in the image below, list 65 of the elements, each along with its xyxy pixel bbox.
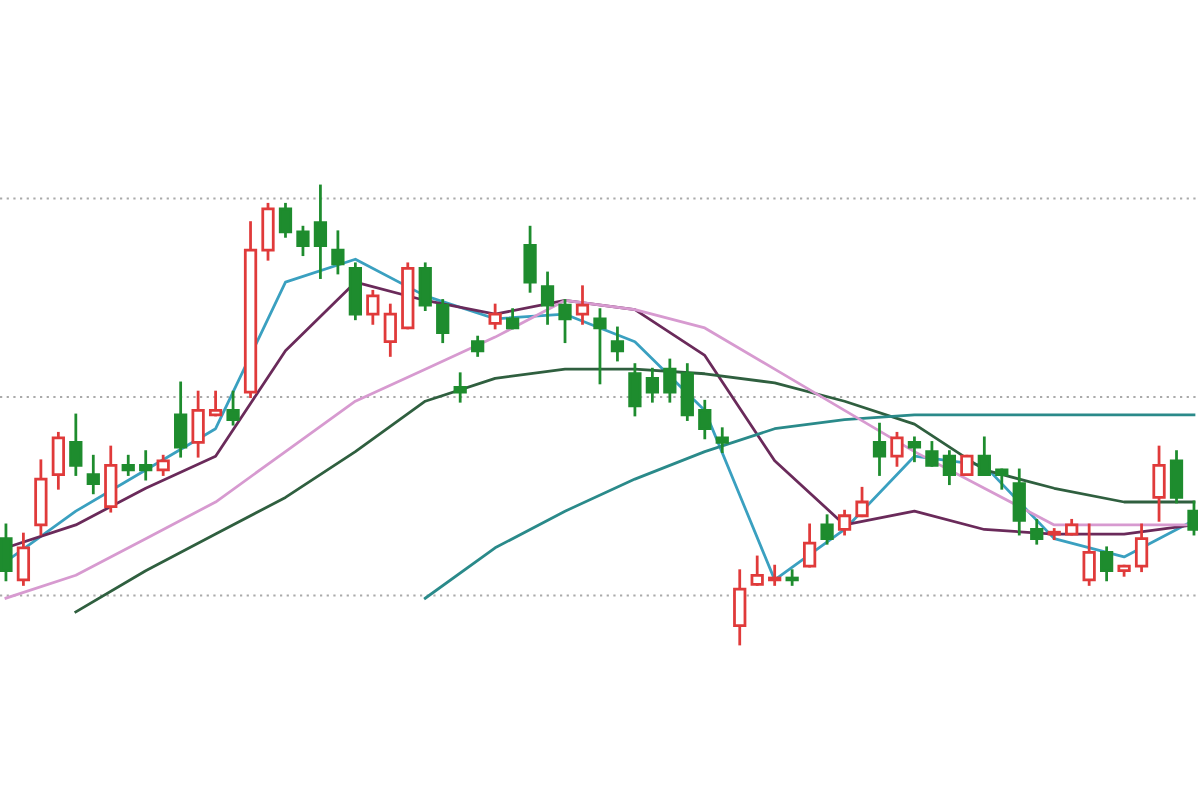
candlestick (663, 358, 677, 403)
candlestick (802, 523, 817, 568)
candlestick (488, 303, 502, 330)
candlestick (366, 289, 380, 325)
candlestick (278, 202, 293, 238)
candlestick (540, 271, 555, 325)
candlestick (383, 303, 397, 357)
candlestick (890, 431, 904, 467)
candlestick (628, 363, 642, 417)
candlestick (610, 326, 625, 362)
candlestick (837, 509, 852, 536)
candlestick (418, 262, 432, 312)
candlestick (16, 532, 31, 586)
candlestick (523, 225, 537, 293)
candlestick (104, 445, 118, 513)
candlestick (34, 459, 48, 536)
candlestick (715, 427, 729, 454)
candlestick (750, 555, 764, 586)
candlestick (156, 454, 170, 476)
candlestick (645, 367, 660, 403)
candlestick (820, 514, 834, 545)
candlestick (1030, 518, 1044, 545)
candlestick (575, 285, 590, 325)
candlestick (960, 454, 974, 476)
candlestick (1187, 500, 1198, 536)
candlestick (505, 308, 520, 330)
candlestick (471, 335, 485, 357)
candlestick (733, 569, 747, 646)
candlestick (1082, 523, 1096, 586)
candlestick (1134, 523, 1149, 573)
candlestick (296, 225, 310, 257)
candlestick (593, 308, 607, 385)
candlestick (313, 184, 328, 279)
candlestick (261, 202, 275, 261)
candlestick (331, 230, 345, 275)
candlestick (1169, 450, 1184, 504)
candlestick (872, 422, 887, 476)
candlestick (855, 486, 869, 518)
candlestick (69, 413, 83, 476)
candlestick (558, 299, 572, 344)
candlestick (139, 450, 153, 481)
candlestick (995, 468, 1009, 490)
candlestick (680, 363, 694, 421)
candlestick (942, 450, 957, 486)
candlestick (1099, 546, 1114, 582)
candlestick (768, 564, 782, 586)
candlestick (51, 431, 65, 490)
candlestick (174, 381, 188, 458)
candlestick (698, 399, 712, 440)
candlestick (1012, 468, 1026, 536)
candlestick (925, 441, 939, 467)
candlestick (86, 454, 100, 495)
candlestick (226, 390, 240, 426)
candlestick (0, 523, 13, 582)
candlestick (348, 262, 362, 321)
candlestick (1152, 445, 1166, 522)
candlestick (208, 390, 223, 417)
candlestick (1047, 528, 1061, 541)
candlestick (191, 390, 205, 458)
candlestick (436, 299, 450, 344)
candlestick (907, 436, 922, 463)
candlestick (121, 454, 135, 476)
candlestick (977, 436, 991, 476)
candlestick (453, 372, 467, 403)
candlestick (785, 569, 799, 586)
